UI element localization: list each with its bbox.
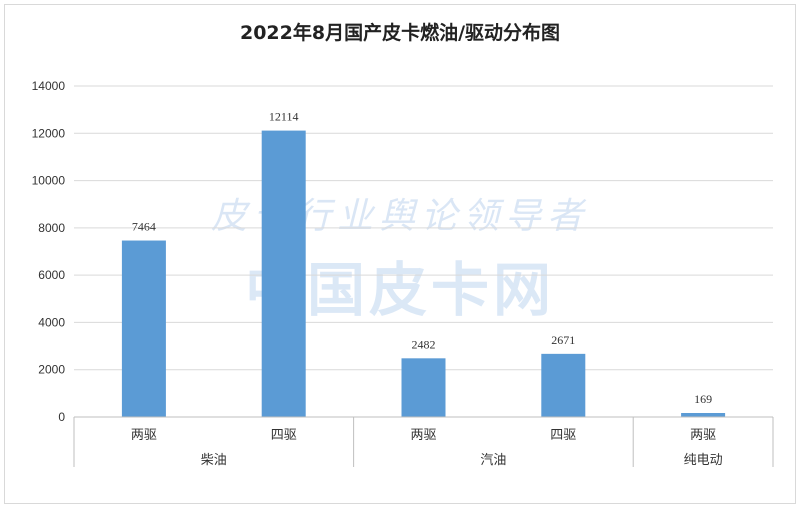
category-label: 四驱 xyxy=(271,428,297,443)
group-label: 柴油 xyxy=(201,453,227,468)
bar xyxy=(261,130,306,417)
data-label: 7464 xyxy=(132,220,156,234)
category-label: 两驱 xyxy=(410,428,436,443)
chart-title: 2022年8月国产皮卡燃油/驱动分布图 xyxy=(239,22,561,44)
bar xyxy=(401,358,446,417)
y-tick-label: 10000 xyxy=(32,174,66,188)
bar xyxy=(121,240,166,417)
data-label: 2482 xyxy=(412,337,436,351)
data-label: 2671 xyxy=(551,333,575,347)
bar xyxy=(541,353,586,417)
data-label: 169 xyxy=(694,392,712,406)
y-tick-label: 0 xyxy=(58,410,65,424)
data-label: 12114 xyxy=(269,110,299,124)
y-tick-label: 12000 xyxy=(32,126,66,140)
y-tick-label: 2000 xyxy=(38,363,65,377)
group-label: 汽油 xyxy=(480,453,506,468)
y-tick-label: 4000 xyxy=(38,315,65,329)
y-tick-label: 14000 xyxy=(32,79,66,93)
category-label: 四驱 xyxy=(550,428,576,443)
y-tick-label: 8000 xyxy=(38,221,65,235)
y-tick-label: 6000 xyxy=(38,268,65,282)
bar xyxy=(681,413,726,417)
group-label: 纯电动 xyxy=(684,453,723,468)
category-label: 两驱 xyxy=(131,428,157,443)
category-label: 两驱 xyxy=(690,428,716,443)
